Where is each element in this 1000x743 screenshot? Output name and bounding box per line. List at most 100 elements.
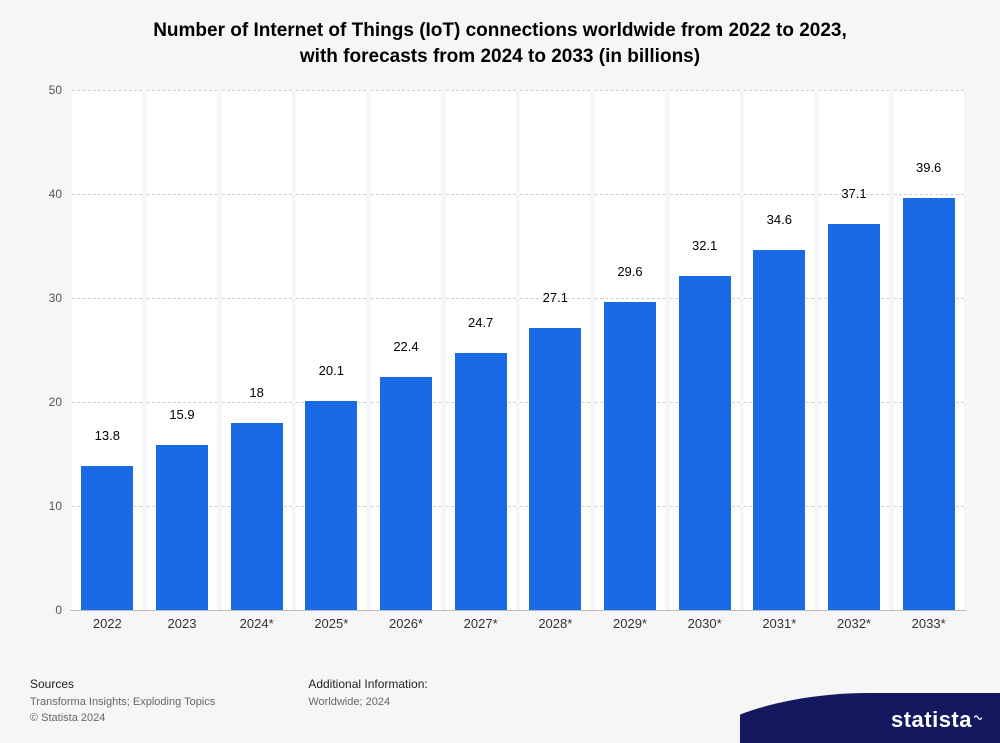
bar xyxy=(529,328,581,610)
bar xyxy=(828,224,880,610)
x-tick-label: 2029* xyxy=(595,616,665,631)
bar-value-label: 22.4 xyxy=(371,339,441,358)
sources-column: Sources Transforma Insights; Exploding T… xyxy=(30,676,215,727)
gridline xyxy=(222,194,292,195)
bar-value-label: 24.7 xyxy=(446,315,516,334)
bar-value-label: 13.8 xyxy=(72,428,142,447)
gridline xyxy=(72,194,142,195)
bar-slot: 32.12030* xyxy=(670,90,740,610)
bar-slot: 34.62031* xyxy=(744,90,814,610)
logo-text: statista xyxy=(891,707,982,733)
bar-value-label: 32.1 xyxy=(670,238,740,257)
chart-container: Number of Internet of Things (IoT) conne… xyxy=(0,0,1000,743)
bar-value-label: 29.6 xyxy=(595,264,665,283)
additional-heading: Additional Information: xyxy=(308,676,427,693)
bar-value-label: 39.6 xyxy=(894,160,964,179)
bar-slot: 20.12025* xyxy=(296,90,366,610)
y-tick-label: 10 xyxy=(49,499,62,513)
bar-slot: 13.82022 xyxy=(72,90,142,610)
gridline xyxy=(72,298,142,299)
plot-area: 0102030405013.8202215.92023182024*20.120… xyxy=(70,90,966,610)
y-tick-label: 50 xyxy=(49,83,62,97)
x-tick-label: 2027* xyxy=(446,616,516,631)
gridline xyxy=(147,194,217,195)
gridline xyxy=(595,194,665,195)
gridline xyxy=(222,90,292,91)
statista-logo: statista xyxy=(740,683,1000,743)
gridline xyxy=(595,298,665,299)
additional-info-column: Additional Information: Worldwide; 2024 xyxy=(308,676,427,711)
chart-title: Number of Internet of Things (IoT) conne… xyxy=(0,0,1000,79)
gridline xyxy=(446,194,516,195)
gridline xyxy=(296,194,366,195)
bar-value-label: 18 xyxy=(222,385,292,404)
gridline xyxy=(595,90,665,91)
bar-slot: 22.42026* xyxy=(371,90,441,610)
bar-slot: 15.92023 xyxy=(147,90,217,610)
bar xyxy=(156,445,208,610)
chart-area: Connected devices in billions 0102030405… xyxy=(70,90,966,645)
x-tick-label: 2031* xyxy=(744,616,814,631)
x-tick-label: 2025* xyxy=(296,616,366,631)
gridline xyxy=(147,298,217,299)
x-tick-label: 2030* xyxy=(670,616,740,631)
x-tick-label: 2024* xyxy=(222,616,292,631)
bar xyxy=(604,302,656,610)
bar-slot: 27.12028* xyxy=(520,90,590,610)
chart-footer: Sources Transforma Insights; Exploding T… xyxy=(30,676,518,727)
bar xyxy=(305,401,357,610)
bar xyxy=(903,198,955,610)
x-tick-label: 2022 xyxy=(72,616,142,631)
bar-value-label: 27.1 xyxy=(520,290,590,309)
gridline xyxy=(894,194,964,195)
sources-line-2: © Statista 2024 xyxy=(30,711,215,727)
gridline xyxy=(520,90,590,91)
gridline xyxy=(819,90,889,91)
gridline xyxy=(744,90,814,91)
bar-slot: 39.62033* xyxy=(894,90,964,610)
gridline xyxy=(147,90,217,91)
x-tick-label: 2023 xyxy=(147,616,217,631)
x-tick-label: 2026* xyxy=(371,616,441,631)
y-tick-label: 0 xyxy=(55,603,62,617)
gridline xyxy=(670,90,740,91)
sources-line-1: Transforma Insights; Exploding Topics xyxy=(30,695,215,711)
gridline xyxy=(72,402,142,403)
bar xyxy=(455,353,507,610)
bar-slot: 24.72027* xyxy=(446,90,516,610)
x-tick-label: 2028* xyxy=(520,616,590,631)
y-tick-label: 30 xyxy=(49,291,62,305)
bar xyxy=(753,250,805,610)
bar-value-label: 37.1 xyxy=(819,186,889,205)
bar-slot: 182024* xyxy=(222,90,292,610)
logo-wave-icon xyxy=(974,712,982,720)
bar xyxy=(380,377,432,610)
gridline xyxy=(446,298,516,299)
gridline xyxy=(147,402,217,403)
gridline xyxy=(446,90,516,91)
gridline xyxy=(72,90,142,91)
bar xyxy=(231,423,283,610)
baseline xyxy=(70,610,966,611)
gridline xyxy=(222,298,292,299)
bar xyxy=(679,276,731,610)
y-tick-label: 20 xyxy=(49,395,62,409)
gridline xyxy=(670,194,740,195)
gridline xyxy=(371,90,441,91)
y-tick-label: 40 xyxy=(49,187,62,201)
title-line-2: with forecasts from 2024 to 2033 (in bil… xyxy=(300,46,700,67)
gridline xyxy=(371,194,441,195)
sources-heading: Sources xyxy=(30,676,215,693)
bar xyxy=(81,466,133,610)
x-tick-label: 2032* xyxy=(819,616,889,631)
x-tick-label: 2033* xyxy=(894,616,964,631)
gridline xyxy=(371,298,441,299)
gridline xyxy=(296,298,366,299)
gridline xyxy=(894,90,964,91)
bar-value-label: 15.9 xyxy=(147,407,217,426)
bar-slot: 29.62029* xyxy=(595,90,665,610)
bar-value-label: 20.1 xyxy=(296,363,366,382)
gridline xyxy=(296,90,366,91)
bar-value-label: 34.6 xyxy=(744,212,814,231)
logo-word: statista xyxy=(891,707,972,732)
